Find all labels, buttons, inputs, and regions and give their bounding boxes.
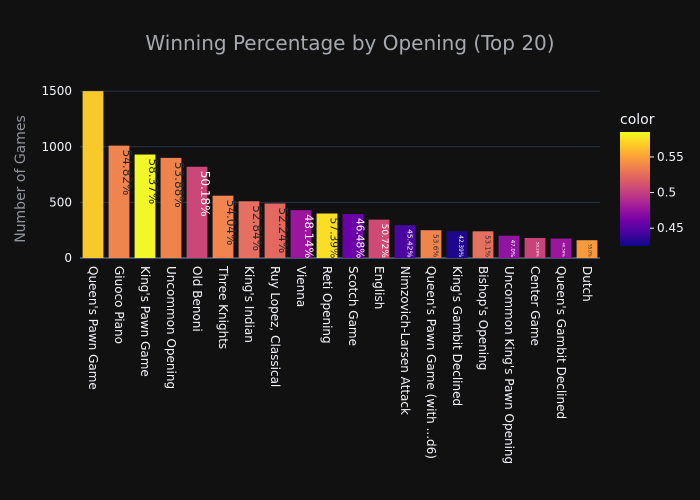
x-tick-label: Ruy Lopez, Classical (268, 266, 282, 387)
bar-label: 55.0% (587, 244, 592, 257)
bar-label: 45.42% (406, 229, 415, 257)
colorbar-title: color (620, 112, 655, 128)
x-tick-label: Queen's Pawn Game (86, 266, 100, 390)
bar-label: 53.88% (172, 162, 186, 208)
bar-label: 54.04% (224, 200, 238, 246)
x-tick-label: Vienna (294, 266, 308, 307)
bars: 54.82% 58.37% 53.88% 50.18% 54.04% 52.84% 52.2… (82, 91, 598, 259)
x-tick-label: Uncommon Opening (164, 266, 178, 389)
bar[interactable] (264, 203, 286, 258)
bar-label: 53.6% (432, 234, 441, 257)
colorbar-tick-label: 0.45 (657, 221, 684, 235)
bar[interactable] (498, 235, 520, 258)
bar[interactable] (186, 166, 208, 258)
bar[interactable] (134, 154, 156, 258)
bar-label: 50.28% (535, 242, 540, 257)
x-tick-label: Old Benoni (190, 266, 204, 332)
bar-label: 57.39% (328, 218, 341, 259)
bar[interactable] (160, 157, 182, 258)
bar-label: 58.37% (146, 159, 160, 205)
bar-label: 50.18% (198, 171, 212, 217)
colorbar-tick-label: 0.5 (657, 186, 676, 200)
bar[interactable] (316, 213, 338, 259)
bar[interactable] (82, 91, 104, 258)
bar-label: 42.39% (457, 235, 463, 257)
x-tick-label: King's Gambit Declined (450, 266, 464, 406)
x-tick-label: Giuoco Piano (112, 266, 126, 344)
x-tick-label: Scotch Game (346, 266, 360, 346)
colorbar-gradient (620, 132, 650, 246)
y-axis-label: Number of Games (13, 115, 29, 243)
bar[interactable] (342, 214, 364, 258)
y-tick-label: 1000 (41, 140, 72, 154)
y-tick-label: 500 (49, 195, 72, 209)
bar[interactable] (290, 210, 312, 258)
x-tick-label: Nimzovich-Larsen Attack (398, 266, 412, 415)
bar-label: 47.0% (509, 240, 515, 257)
bar[interactable] (238, 201, 260, 258)
bar[interactable] (108, 145, 130, 258)
x-tick-label: Center Game (528, 266, 542, 346)
y-tick-label: 1500 (41, 84, 72, 98)
y-tick-label: 0 (64, 251, 72, 265)
x-tick-label: English (372, 266, 386, 309)
chart-title: Winning Percentage by Opening (Top 20) (145, 31, 554, 55)
bar-label: 50.72% (379, 224, 389, 259)
bar[interactable] (576, 240, 598, 258)
bar[interactable] (212, 195, 234, 258)
bar-label: 46.48% (354, 218, 366, 258)
bar-label: 52.84% (250, 205, 264, 251)
bar-label: 54.82% (120, 150, 134, 196)
bar-label: 52.24% (276, 207, 290, 253)
axes: 0 500 1000 1500 Queen's Pawn Game Giuoco Pian… (41, 84, 594, 464)
bar-label: 53.1% (483, 235, 491, 257)
x-tick-label: Queen's Pawn Game (with ...d6) (424, 266, 438, 459)
bar[interactable] (524, 237, 546, 258)
x-tick-label: Reti Opening (320, 266, 334, 344)
colorbar: 0.45 0.5 0.55 (620, 132, 684, 246)
x-tick-label: Bishop's Opening (476, 266, 490, 370)
bar[interactable] (368, 219, 390, 258)
bar[interactable] (446, 231, 468, 258)
colorbar-tick-label: 0.55 (657, 150, 684, 164)
bar[interactable] (394, 225, 416, 258)
x-tick-label: King's Pawn Game (138, 266, 152, 377)
x-tick-label: Three Knights (216, 265, 230, 349)
bar-label: 46.58% (561, 243, 565, 258)
x-tick-label: Queen's Gambit Declined (554, 266, 568, 419)
bar[interactable] (472, 231, 494, 258)
x-tick-label: Uncommon King's Pawn Opening (502, 266, 516, 464)
x-tick-label: Dutch (580, 266, 594, 302)
bar[interactable] (550, 238, 572, 258)
bar-label: 48.14% (302, 214, 316, 258)
x-tick-label: King's Indian (242, 266, 256, 343)
bar[interactable] (420, 230, 442, 258)
